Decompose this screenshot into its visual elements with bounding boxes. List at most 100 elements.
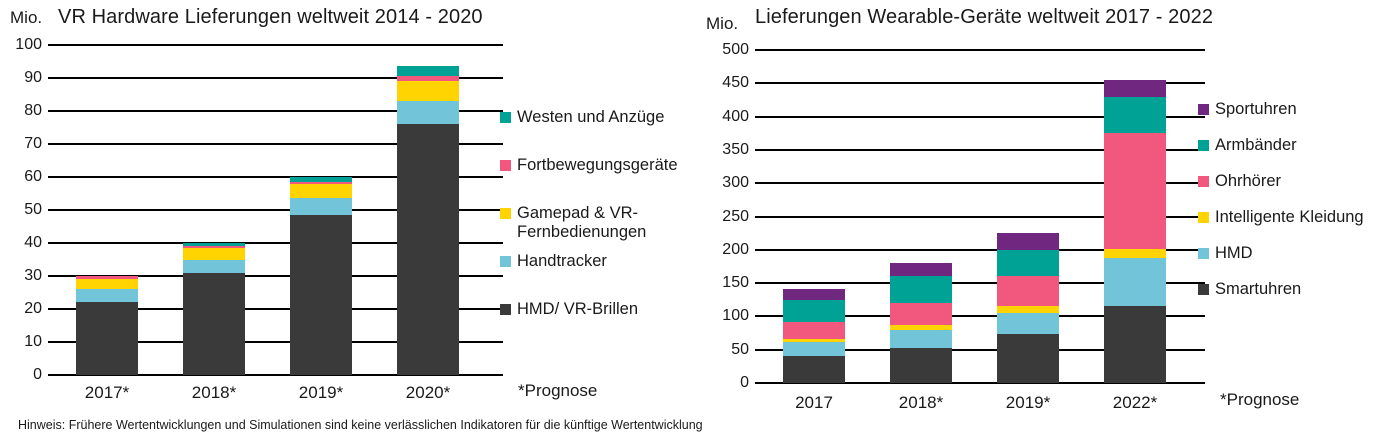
x-axis-tick-label: 2018* — [191, 383, 237, 402]
bar-segment — [397, 124, 459, 375]
legend-item[interactable]: Sportuhren — [1198, 100, 1397, 119]
y-axis-tick-label: 50 — [24, 201, 42, 218]
bar-segment — [397, 81, 459, 102]
gridline — [755, 282, 1150, 285]
bar-segment — [890, 276, 952, 304]
bar-segment — [290, 198, 352, 215]
y-axis-tick-label: 200 — [722, 240, 749, 258]
y-axis-tick-label: 300 — [722, 174, 749, 192]
legend-label: Intelligente Kleidung — [1215, 208, 1364, 226]
bar-segment — [183, 247, 245, 260]
bar-segment — [890, 325, 952, 330]
left-prognose-note: *Prognose — [518, 381, 598, 400]
legend-swatch-icon — [1198, 140, 1209, 151]
legend-item[interactable]: Westen und Anzüge — [500, 108, 700, 127]
legend-item[interactable]: HMD/ VR-Brillen — [500, 300, 700, 319]
y-axis-tick-label: 10 — [24, 333, 42, 350]
gridline — [755, 82, 1150, 85]
legend-swatch-icon — [1198, 212, 1209, 223]
legend-swatch-icon — [500, 160, 511, 171]
gridline — [48, 308, 448, 310]
bar-segment — [997, 306, 1059, 314]
legend-swatch-icon — [500, 304, 511, 315]
bar-segment — [397, 66, 459, 77]
legend-item[interactable]: Fortbewegungsgeräte — [500, 156, 700, 175]
y-tick-stub — [1150, 148, 1205, 151]
gridline — [48, 374, 448, 376]
y-axis-tick-label: 100 — [15, 36, 42, 53]
y-axis-tick-label: 40 — [24, 234, 42, 251]
legend-label: Sportuhren — [1215, 100, 1297, 118]
legend-label: HMD/ VR-Brillen — [517, 300, 639, 318]
bar-segment — [997, 276, 1059, 307]
legend-item[interactable]: Ohrhörer — [1198, 172, 1397, 191]
legend-item[interactable]: Smartuhren — [1198, 280, 1397, 299]
bar-segment — [1104, 257, 1166, 307]
y-axis-tick-label: 30 — [24, 267, 42, 284]
legend-swatch-icon — [500, 256, 511, 267]
bar-2019 — [997, 50, 1059, 383]
bar-segment — [1104, 306, 1166, 383]
x-axis-tick-label: 2017 — [795, 393, 833, 412]
bar-2018 — [890, 50, 952, 383]
legend-label: Smartuhren — [1215, 280, 1302, 298]
x-axis-tick-label: 2022* — [1112, 393, 1158, 412]
bar-segment — [290, 181, 352, 184]
y-tick-stub — [1150, 115, 1205, 118]
footnote-text: Hinweis: Frühere Wertentwicklungen und S… — [18, 418, 703, 432]
gridline — [755, 215, 1150, 218]
legend-item[interactable]: Armbänder — [1198, 136, 1397, 155]
legend-label: Gamepad & VR-Fernbedienungen — [517, 204, 647, 241]
right-chart-title: Lieferungen Wearable-Geräte weltweit 201… — [755, 6, 1214, 28]
bar-segment — [997, 313, 1059, 334]
bar-segment — [183, 272, 245, 375]
y-axis-tick-label: 20 — [24, 300, 42, 317]
bar-segment — [783, 339, 845, 343]
bar-segment — [1104, 79, 1166, 97]
legend-label: HMD — [1215, 244, 1253, 262]
right-prognose-note: *Prognose — [1220, 390, 1300, 409]
legend-swatch-icon — [1198, 284, 1209, 295]
bar-segment — [76, 289, 138, 303]
legend-label: Ohrhörer — [1215, 172, 1282, 190]
bar-segment — [783, 322, 845, 340]
bar-segment — [890, 329, 952, 348]
y-tick-stub — [1150, 348, 1205, 351]
bar-segment — [997, 233, 1059, 250]
y-axis-tick-label: 150 — [722, 274, 749, 292]
legend-item[interactable]: Handtracker — [500, 252, 700, 271]
y-tick-stub — [448, 308, 503, 310]
y-tick-stub — [1150, 49, 1205, 51]
y-tick-stub — [448, 242, 503, 244]
x-axis-tick-label: 2019* — [298, 383, 344, 402]
gridline — [755, 348, 1150, 351]
gridline — [48, 143, 448, 145]
bar-segment — [997, 333, 1059, 383]
bar-segment — [783, 289, 845, 301]
y-tick-stub — [1150, 82, 1205, 85]
y-tick-stub — [1150, 182, 1205, 185]
bar-segment — [183, 246, 245, 248]
y-tick-stub — [448, 176, 503, 178]
gridline — [48, 44, 448, 46]
y-axis-tick-label: 90 — [24, 69, 42, 86]
y-axis-tick-label: 250 — [722, 207, 749, 225]
left-unit-label: Mio. — [10, 8, 43, 27]
bar-2020 — [397, 45, 459, 375]
bar-segment — [76, 302, 138, 375]
bar-segment — [397, 101, 459, 125]
legend-item[interactable]: HMD — [1198, 244, 1397, 263]
left-chart-title: VR Hardware Lieferungen weltweit 2014 - … — [58, 6, 483, 28]
gridline — [755, 115, 1150, 118]
legend-item[interactable]: Gamepad & VR-Fernbedienungen — [500, 204, 700, 242]
y-tick-stub — [448, 341, 503, 343]
y-tick-stub — [448, 77, 503, 79]
y-tick-stub — [1150, 282, 1205, 285]
x-axis-tick-label: 2017* — [84, 383, 130, 402]
legend-swatch-icon — [1198, 176, 1209, 187]
x-axis-tick-label: 2018* — [898, 393, 944, 412]
legend-item[interactable]: Intelligente Kleidung — [1198, 208, 1397, 227]
x-axis-tick-label: 2019* — [1005, 393, 1051, 412]
y-tick-stub — [1150, 215, 1205, 218]
